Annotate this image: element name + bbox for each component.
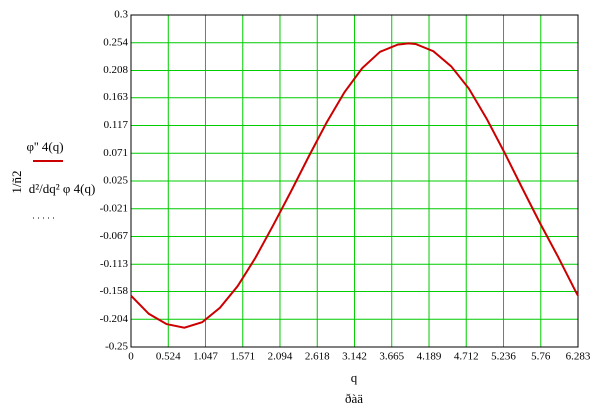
plot-frame (130, 14, 579, 348)
x-tick-label: 6.283 (566, 351, 591, 363)
x-tick-label: 1.047 (193, 351, 218, 363)
x-tick-label: 0.524 (156, 351, 181, 363)
y-tick-label: 0.208 (103, 64, 128, 76)
x-tick-label: 4.712 (454, 351, 479, 363)
legend-label: φ'' 4(q) (26, 139, 63, 154)
x-tick-label: 5.76 (531, 351, 551, 363)
y-tick-label: -0.067 (100, 230, 129, 242)
x-tick-label: 0 (128, 351, 134, 363)
x-axis-unit: ðàä (345, 391, 363, 406)
x-tick-label: 4.189 (417, 351, 442, 363)
y-tick-label: 0.163 (103, 91, 128, 103)
y-tick-label: -0.113 (100, 258, 129, 270)
x-tick-label: 2.094 (268, 351, 293, 363)
x-tick-label: 2.618 (305, 351, 330, 363)
x-tick-label: 3.665 (379, 351, 404, 363)
y-tick-label: 0.025 (103, 175, 128, 187)
x-axis-label: q (351, 370, 358, 385)
y-tick-label: 0.254 (103, 36, 128, 48)
y-tick-label: -0.158 (100, 285, 129, 297)
y-tick-label: 0.3 (114, 9, 128, 21)
y-tick-label: -0.021 (100, 202, 128, 214)
y-tick-label: 0.117 (104, 119, 129, 131)
y-tick-label: -0.25 (105, 341, 128, 353)
x-tick-label: 1.571 (230, 351, 255, 363)
y-tick-label: -0.204 (100, 313, 129, 325)
y-tick-label: 0.071 (103, 147, 128, 159)
annotation: d²/dq² φ 4(q) (29, 181, 96, 196)
x-tick-label: 5.236 (491, 351, 516, 363)
x-tick-label: 3.142 (342, 351, 367, 363)
y-axis-label: 1/ñ2 (9, 170, 24, 193)
line-series (130, 42, 579, 329)
